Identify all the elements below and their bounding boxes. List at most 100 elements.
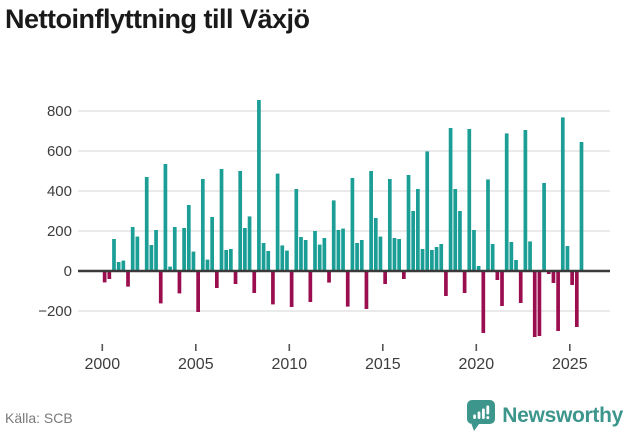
bar-positive [163,164,168,271]
bar-positive [528,241,532,271]
bar-positive [341,228,345,271]
mini-bar-2 [477,411,481,419]
y-axis-label: 600 [47,143,72,160]
bar-positive [331,200,336,271]
bar-positive [112,239,116,271]
bar-positive [355,243,359,271]
bar-negative [481,271,486,333]
bar-positive [560,117,565,272]
bar-positive [172,227,177,271]
bar-negative [532,271,537,337]
bar-positive [261,243,266,271]
bar-negative [327,271,331,283]
bar-positive [472,230,476,271]
bar-positive [369,171,373,271]
bar-positive [130,227,135,271]
bar-positive [191,251,196,271]
bar-positive [116,262,121,271]
bar-positive [182,228,186,271]
speech-bubble-shape [467,400,496,431]
bar-positive [392,238,397,271]
bar-positive [430,250,434,271]
bar-positive [397,239,402,271]
bar-positive [509,242,514,271]
bar-positive [285,250,289,271]
bar-positive [266,251,271,271]
bar-positive [336,230,341,271]
mini-bar-3 [482,408,486,419]
exclamation-bar [486,405,490,415]
x-axis-label: 2000 [85,356,121,373]
bar-negative [383,271,387,284]
bar-negative [126,271,130,287]
bar-negative [252,271,257,293]
x-axis-label: 2025 [552,356,588,373]
bar-positive [416,189,420,271]
bar-positive [186,205,191,271]
bar-positive [504,133,509,271]
bar-positive [144,177,149,271]
bar-positive [219,169,224,271]
bar-negative [308,271,313,302]
y-axis-label: 800 [47,103,72,120]
bar-negative [537,271,542,336]
bar-positive [350,178,355,271]
bar-positive [420,249,425,271]
bar-positive [359,240,364,271]
exclamation-dot [486,416,490,420]
bar-positive [378,236,383,271]
x-axis-label: 2015 [365,356,401,373]
bar-positive [523,130,528,271]
bar-positive [406,175,411,271]
bar-positive [121,260,126,271]
y-axis-label: −200 [38,303,72,320]
bar-negative [570,271,574,285]
bar-positive [303,240,308,271]
bar-negative [107,271,112,279]
bar-positive [579,142,584,271]
bar-positive [257,100,261,271]
bar-positive [439,244,444,271]
bar-positive [154,230,158,271]
bar-positive [238,171,243,271]
bar-positive [490,244,495,271]
bar-positive [448,128,453,271]
bar-positive [317,244,322,271]
newsworthy-wordmark: Newsworthy [502,403,623,427]
bar-negative [289,271,294,307]
newsworthy-logo: Newsworthy [467,400,623,431]
y-axis-label: 400 [47,183,72,200]
bar-negative [551,271,556,283]
x-axis-label: 2010 [272,356,308,373]
bar-positive [542,183,546,271]
bar-negative [196,271,200,312]
bar-positive [200,179,205,271]
bar-positive [458,211,462,271]
bar-positive [313,231,317,271]
bar-negative [462,271,467,293]
bar-positive [476,266,481,271]
bar-positive [434,247,439,271]
bar-positive [411,211,416,271]
bar-positive [387,179,392,271]
bar-negative [556,271,560,331]
bar-positive [467,129,472,271]
bar-positive [453,189,458,271]
bar-negative [495,271,500,280]
bar-negative [574,271,579,327]
bar-positive [425,151,430,271]
x-axis-label: 2020 [459,356,495,373]
bar-negative [401,271,406,279]
bar-positive [135,236,140,271]
source-label: Källa: SCB [5,410,73,426]
y-axis-label: 200 [47,223,72,240]
bar-negative [518,271,523,303]
bar-positive [210,217,215,271]
bar-positive [299,237,303,271]
bar-positive [224,250,229,271]
bar-negative [271,271,275,305]
bar-positive [168,266,172,271]
x-axis-label: 2005 [178,356,214,373]
